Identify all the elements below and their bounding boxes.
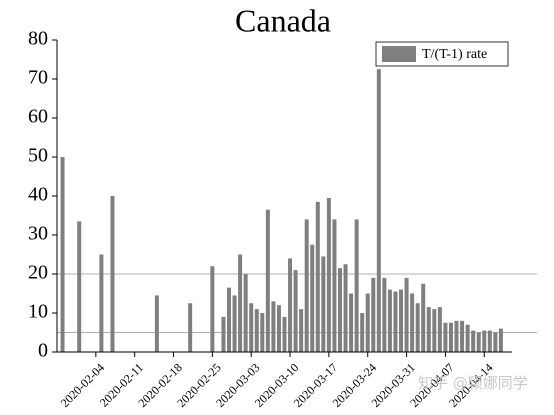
- y-tick-label: 70: [28, 67, 48, 89]
- bar: [448, 322, 453, 352]
- watermark: 知乎 @颖娜同学: [418, 374, 528, 392]
- y-tick-label: 0: [38, 340, 48, 362]
- bar: [332, 219, 337, 352]
- bar: [99, 254, 104, 352]
- bar: [282, 316, 287, 352]
- bar: [498, 328, 503, 352]
- bar: [371, 277, 376, 352]
- bar: [276, 305, 281, 352]
- bar: [299, 309, 304, 352]
- bar: [404, 277, 409, 352]
- bar: [432, 309, 437, 352]
- bar: [254, 309, 259, 352]
- bar: [227, 287, 232, 352]
- chart-title: Canada: [235, 2, 331, 38]
- bar: [60, 157, 65, 352]
- y-tick-label: 30: [28, 223, 48, 245]
- y-tick-label: 20: [28, 262, 48, 284]
- bar: [188, 303, 193, 352]
- bar: [454, 320, 459, 352]
- y-tick-label: 40: [28, 184, 48, 206]
- bar: [437, 307, 442, 352]
- bar: [271, 301, 276, 352]
- bar: [210, 266, 215, 352]
- bar: [476, 332, 481, 352]
- bar: [349, 293, 354, 352]
- bar: [77, 221, 82, 352]
- bar: [482, 330, 487, 352]
- bar: [265, 209, 270, 352]
- bar: [243, 274, 248, 352]
- bar: [337, 268, 342, 352]
- bar: [399, 289, 404, 352]
- legend-swatch: [382, 46, 416, 62]
- bar: [343, 264, 348, 352]
- bar: [443, 322, 448, 352]
- bar: [410, 293, 415, 352]
- bar: [376, 69, 381, 352]
- y-tick-label: 50: [28, 145, 48, 167]
- legend-label: T/(T-1) rate: [422, 47, 487, 62]
- bar: [293, 270, 298, 352]
- bar: [310, 244, 315, 352]
- bar: [487, 330, 492, 352]
- bar: [360, 313, 365, 352]
- bar: [232, 295, 237, 352]
- bar: [471, 330, 476, 352]
- bar: [321, 256, 326, 352]
- bar: [354, 219, 359, 352]
- bar: [315, 201, 320, 352]
- bar: [288, 258, 293, 352]
- bar: [249, 303, 254, 352]
- bar: [260, 313, 265, 352]
- bar: [426, 307, 431, 352]
- legend: T/(T-1) rate: [375, 41, 509, 67]
- bar: [365, 293, 370, 352]
- bar: [415, 303, 420, 352]
- bar: [154, 295, 159, 352]
- bar: [421, 283, 426, 352]
- bar: [465, 324, 470, 352]
- bar: [387, 289, 392, 352]
- bar: [382, 277, 387, 352]
- y-tick-label: 10: [28, 301, 48, 323]
- bar: [460, 320, 465, 352]
- bar: [110, 196, 115, 352]
- bar: [326, 197, 331, 352]
- bar: [493, 332, 498, 352]
- bar: [393, 291, 398, 352]
- y-tick-label: 80: [28, 28, 48, 50]
- bar: [304, 219, 309, 352]
- y-tick-label: 60: [28, 106, 48, 128]
- bar: [238, 254, 243, 352]
- bar: [221, 316, 226, 352]
